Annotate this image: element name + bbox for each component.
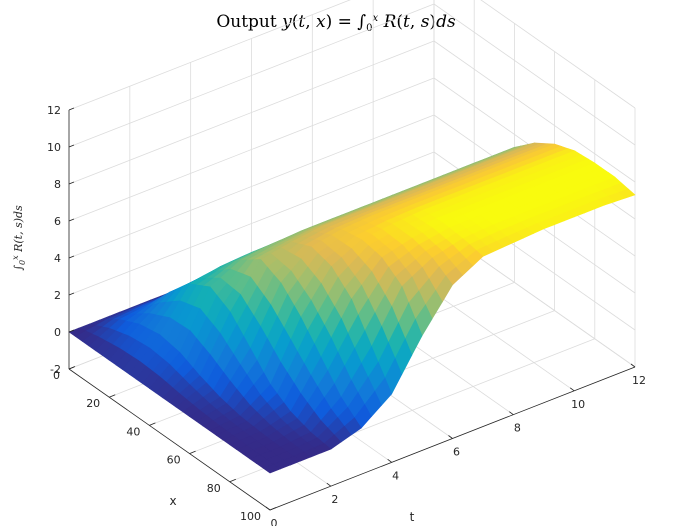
z-tick: [68, 144, 75, 148]
t-tick-label: 6: [453, 446, 460, 459]
x-axis-label: x: [169, 494, 176, 508]
t-tick-label: 8: [514, 422, 521, 435]
surface: [68, 142, 636, 474]
x-tick: [269, 507, 277, 511]
z-tick-label: 12: [47, 104, 61, 117]
z-tick: [68, 255, 75, 259]
x-axis-line: [68, 368, 271, 511]
gridline-back-z: [68, 40, 435, 185]
chart-title: Output y(t, x) = ∫0x R(t, s)ds: [216, 12, 456, 34]
t-tick: [448, 435, 453, 439]
z-tick-label: 4: [54, 252, 61, 265]
t-tick: [387, 459, 392, 463]
axes: [68, 107, 636, 511]
x-tick-label: 100: [240, 510, 261, 523]
z-tick-label: 10: [47, 141, 61, 154]
z-tick-label: 6: [54, 215, 61, 228]
z-tick-label: 8: [54, 178, 61, 191]
z-tick: [68, 329, 75, 333]
z-tick: [68, 107, 75, 111]
t-tick: [509, 411, 514, 415]
x-tick-label: 0: [53, 369, 60, 382]
t-tick: [630, 363, 636, 368]
z-axis-label: ∫0x R(t, s)ds: [11, 205, 27, 271]
t-tick-label: 10: [571, 398, 585, 411]
gridline-back-z: [68, 151, 435, 296]
t-tick-label: 12: [632, 374, 646, 387]
x-tick: [189, 450, 196, 454]
t-tick: [265, 506, 271, 511]
gridline-back-z: [68, 77, 435, 222]
x-tick: [149, 422, 156, 426]
t-axis-label: t: [410, 510, 415, 524]
gridline-right-z: [480, 0, 636, 109]
z-tick: [68, 181, 75, 185]
z-tick: [68, 218, 75, 222]
x-tick-label: 20: [86, 397, 100, 410]
gridline-back-z: [68, 114, 435, 259]
z-tick: [68, 292, 75, 296]
x-tick-label: 60: [167, 454, 181, 467]
t-tick: [326, 482, 332, 487]
z-tick-label: -2: [50, 363, 61, 376]
surface-patch: [262, 463, 281, 474]
z-tick-label: 0: [54, 326, 61, 339]
gridline-right-z: [433, 40, 636, 183]
gridline-back-z: [68, 0, 351, 111]
t-tick-label: 4: [392, 469, 399, 482]
x-tick-label: 80: [207, 482, 221, 495]
gridline-back-z: [68, 3, 435, 148]
x-tick: [109, 394, 116, 398]
x-tick: [68, 366, 76, 370]
z-tick-label: 2: [54, 289, 61, 302]
t-tick-label: 0: [271, 517, 278, 526]
x-tick: [229, 478, 236, 483]
t-tick: [569, 387, 575, 392]
x-tick-label: 40: [126, 425, 140, 438]
t-tick-label: 2: [331, 493, 338, 506]
gridline-right-z: [433, 3, 636, 146]
